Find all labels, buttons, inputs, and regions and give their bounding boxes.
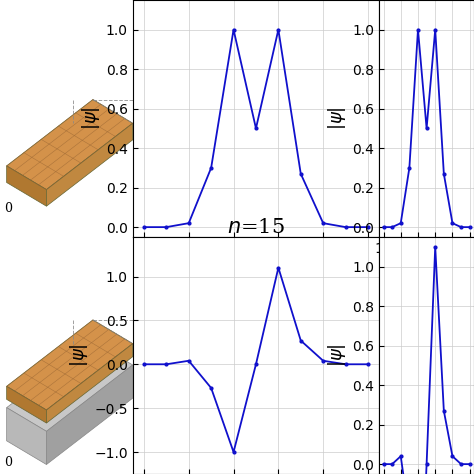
Polygon shape: [7, 341, 133, 431]
Title: $\mathit{n}$=15: $\mathit{n}$=15: [227, 218, 285, 237]
Y-axis label: $|\psi|$: $|\psi|$: [326, 344, 348, 367]
Polygon shape: [7, 166, 46, 206]
Polygon shape: [46, 344, 133, 423]
Polygon shape: [7, 100, 133, 190]
X-axis label: $\mathit{m}$: $\mathit{m}$: [247, 259, 265, 277]
Polygon shape: [7, 386, 46, 423]
Text: 0: 0: [4, 456, 12, 469]
Polygon shape: [46, 365, 133, 465]
Text: 0: 0: [4, 202, 12, 215]
Polygon shape: [46, 123, 133, 206]
Polygon shape: [7, 320, 133, 410]
Y-axis label: $|\psi|$: $|\psi|$: [326, 107, 348, 130]
Polygon shape: [7, 408, 46, 465]
Y-axis label: $|\psi|$: $|\psi|$: [68, 344, 90, 367]
Y-axis label: $|\psi|$: $|\psi|$: [80, 107, 102, 130]
